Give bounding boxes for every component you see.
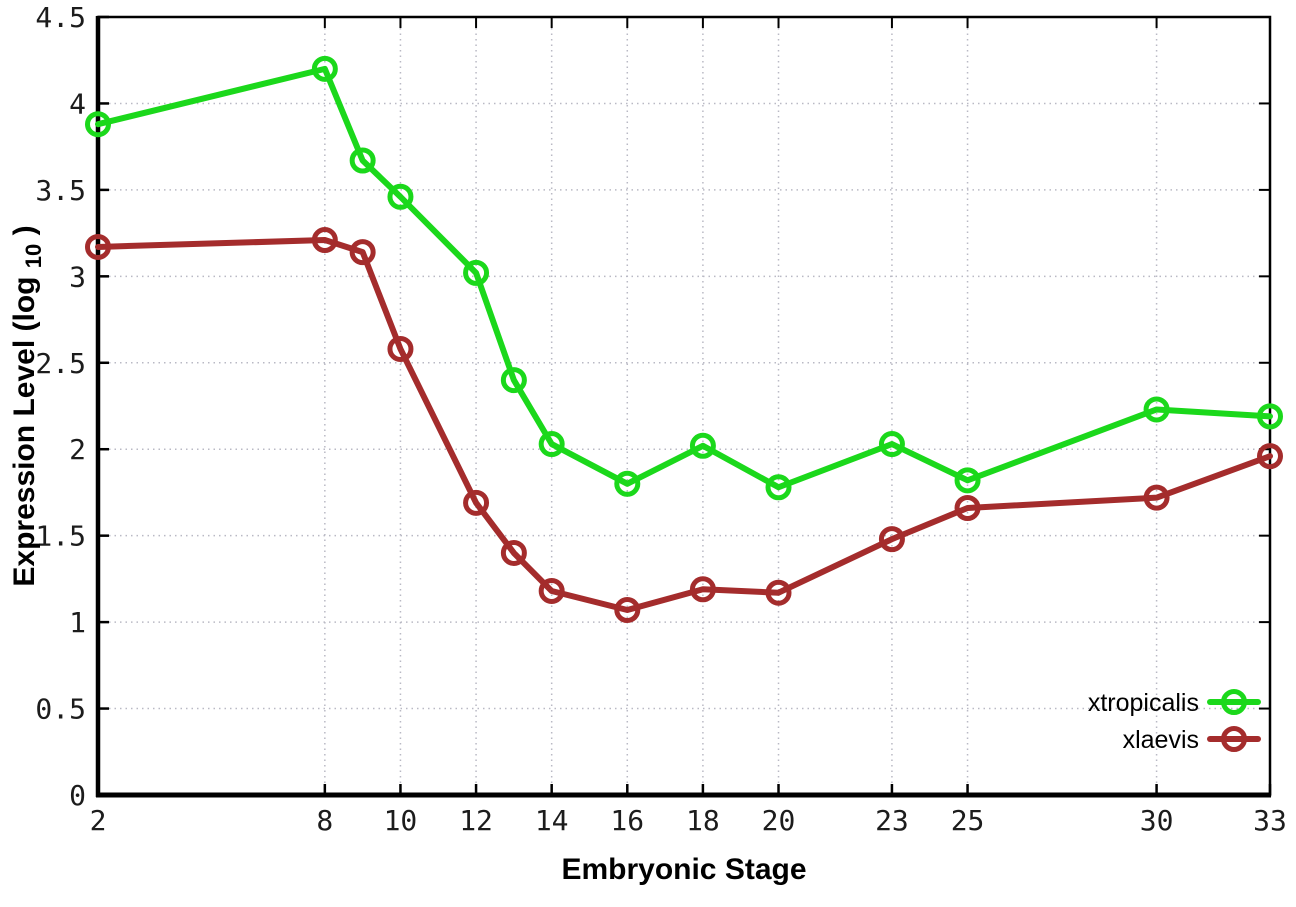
plot-frame [96, 15, 1272, 797]
x-tick-label: 10 [384, 804, 418, 837]
y-axis-title-close: ) [8, 225, 41, 235]
axis-titles: Embryonic Stage Expression Level (log 10… [8, 225, 807, 886]
data-point-marker [1143, 484, 1170, 511]
legend-label: xlaevis [1123, 726, 1199, 754]
x-tick-label: 16 [610, 804, 644, 837]
y-tick-label: 0.5 [35, 693, 86, 726]
plot-border [95, 15, 1272, 798]
data-point-marker [954, 495, 981, 522]
data-point-marker [1257, 443, 1283, 470]
legend-sample-marker [1221, 689, 1247, 715]
data-point-marker [85, 111, 111, 138]
data-point-marker [387, 183, 414, 210]
axis-ticks [96, 15, 1272, 797]
series-xtropicalis [85, 55, 1283, 501]
x-tick-label: 23 [875, 804, 909, 837]
data-point-marker [1257, 403, 1283, 430]
data-point-marker [1143, 396, 1170, 423]
legend-label: xtropicalis [1088, 689, 1199, 717]
data-point-marker [614, 470, 641, 497]
series-line-xtropicalis [95, 65, 1273, 491]
x-tick-label: 12 [459, 804, 493, 837]
data-point-marker [463, 259, 490, 286]
data-series [85, 55, 1283, 624]
x-tick-label: 30 [1140, 804, 1174, 837]
data-point-marker [311, 55, 338, 82]
series-xlaevis [85, 227, 1283, 624]
data-point-marker [538, 431, 565, 458]
legend-entry-xtropicalis: xtropicalis [1088, 689, 1261, 717]
y-tick-label: 3 [69, 260, 86, 293]
y-tick-label: 2.5 [35, 347, 86, 380]
data-point-marker [954, 467, 981, 494]
y-tick-label: 1.5 [35, 520, 86, 553]
y-axis-title: Expression Level (log 10 ) [8, 225, 48, 586]
x-tick-label: 20 [762, 804, 796, 837]
legend-entry-xlaevis: xlaevis [1123, 726, 1261, 754]
y-tick-label: 4.5 [35, 1, 86, 34]
legend: xtropicalis xlaevis [1088, 689, 1261, 754]
data-point-marker [689, 432, 716, 459]
y-axis-title-main: Expression Level (log [8, 277, 41, 587]
data-point-marker [878, 431, 905, 458]
data-point-marker [538, 577, 565, 604]
data-point-marker [878, 526, 905, 553]
legend-sample-marker [1221, 726, 1247, 752]
y-tick-label: 4 [69, 87, 86, 120]
data-point-marker [500, 367, 527, 394]
data-point-marker [349, 147, 376, 174]
data-point-marker [85, 233, 111, 260]
y-tick-label: 0 [69, 779, 86, 812]
data-point-marker [614, 597, 641, 624]
x-tick-label: 2 [90, 804, 107, 837]
x-tick-label: 33 [1253, 804, 1287, 837]
data-point-marker [689, 576, 716, 603]
data-point-marker [387, 335, 414, 362]
y-axis-title-subscript: 10 [21, 244, 46, 268]
data-point-marker [311, 227, 338, 254]
x-tick-label: 25 [951, 804, 985, 837]
data-point-marker [500, 539, 527, 566]
x-tick-label: 18 [686, 804, 720, 837]
y-tick-label: 2 [69, 433, 86, 466]
y-tick-label: 3.5 [35, 174, 86, 207]
x-tick-label: 14 [535, 804, 569, 837]
x-axis-title: Embryonic Stage [561, 853, 806, 886]
axis-tick-labels: 2 8 10 12 14 16 18 20 23 25 30 33 0 0.5 1 1.5 2 2.5 3 3.5 4 4… [35, 1, 1286, 837]
x-tick-label: 8 [316, 804, 333, 837]
gridlines [97, 16, 1271, 796]
data-point-marker [463, 489, 490, 516]
series-line-xlaevis [95, 237, 1273, 614]
data-point-marker [349, 239, 376, 266]
y-tick-label: 1 [69, 606, 86, 639]
data-point-marker [765, 579, 792, 606]
data-point-marker [765, 474, 792, 501]
